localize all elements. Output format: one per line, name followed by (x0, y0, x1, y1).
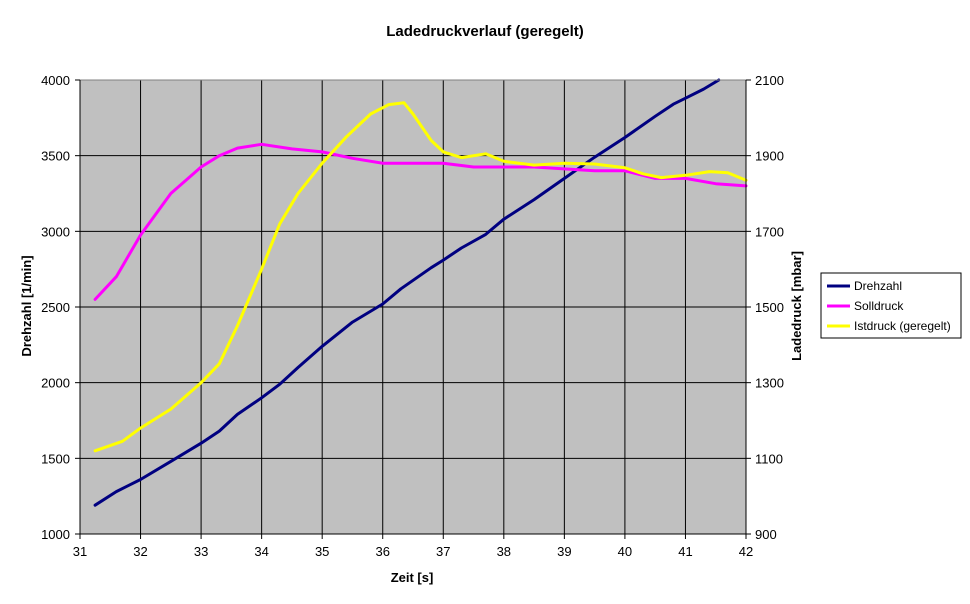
x-tick-label: 35 (315, 544, 329, 559)
y-tick-label: 3000 (41, 224, 70, 239)
y2-tick-label: 1700 (755, 224, 784, 239)
y2-tick-label: 1500 (755, 300, 784, 315)
legend-label: Istdruck (geregelt) (854, 319, 951, 333)
legend-label: Solldruck (854, 299, 904, 313)
x-tick-label: 41 (678, 544, 692, 559)
y-tick-label: 2500 (41, 300, 70, 315)
legend-item: Istdruck (geregelt) (827, 319, 951, 333)
y-tick-label: 4000 (41, 73, 70, 88)
y2-tick-label: 2100 (755, 73, 784, 88)
y2-tick-label: 1900 (755, 149, 784, 164)
x-tick-label: 36 (375, 544, 389, 559)
series-line-solldruck (93, 142, 748, 301)
x-tick-label: 31 (73, 544, 87, 559)
x-tick-label: 38 (497, 544, 511, 559)
y-tick-label: 3500 (41, 149, 70, 164)
y2-tick-label: 900 (755, 527, 777, 542)
legend-item: Drehzahl (827, 279, 902, 293)
x-tick-label: 32 (133, 544, 147, 559)
x-tick-label: 34 (254, 544, 268, 559)
y-tick-label: 1500 (41, 451, 70, 466)
x-tick-label: 39 (557, 544, 571, 559)
legend-item: Solldruck (827, 299, 904, 313)
x-axis-title: Zeit [s] (391, 570, 434, 585)
y-tick-label: 1000 (41, 527, 70, 542)
series-line-drehzahl (93, 78, 721, 507)
x-tick-label: 33 (194, 544, 208, 559)
y-tick-label: 2000 (41, 376, 70, 391)
series-line-istdruck-geregelt (93, 101, 748, 453)
legend: Drehzahl Solldruck Istdruck (geregelt) (820, 272, 962, 339)
y2-axis-title: Ladedruck [mbar] (789, 251, 804, 361)
x-tick-label: 40 (618, 544, 632, 559)
y2-tick-label: 1300 (755, 376, 784, 391)
y2-tick-label: 1100 (755, 451, 783, 466)
legend-label: Drehzahl (854, 279, 902, 293)
x-tick-label: 37 (436, 544, 450, 559)
x-tick-label: 42 (739, 544, 753, 559)
y-axis-title: Drehzahl [1/min] (19, 255, 34, 356)
chart-title: Ladedruckverlauf (geregelt) (386, 23, 584, 40)
